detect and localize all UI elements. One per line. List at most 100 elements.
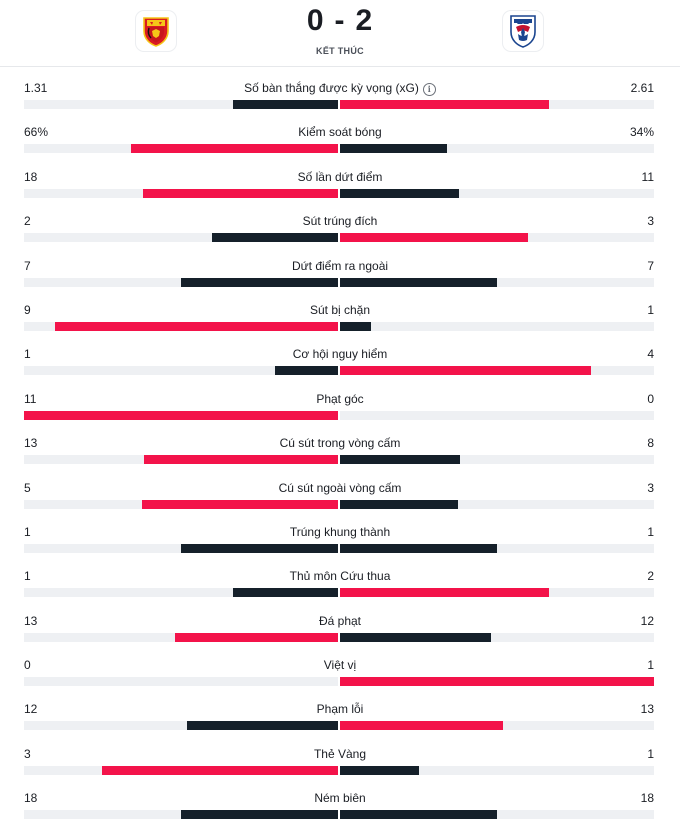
home-bar bbox=[212, 233, 338, 243]
stat-label-text: Sút bị chặn bbox=[309, 302, 371, 317]
stat-home-value: 1 bbox=[24, 569, 31, 584]
home-bar-track bbox=[24, 410, 338, 420]
stat-label: Cú sút trong vòng cấm bbox=[0, 436, 680, 450]
stat-away-value: 2 bbox=[647, 569, 654, 584]
stat-label-text: Thẻ Vàng bbox=[313, 746, 367, 761]
stat-label-text: Kiểm soát bóng bbox=[298, 125, 382, 140]
stat-home-value: 1 bbox=[24, 524, 31, 539]
away-bar-track bbox=[340, 765, 654, 775]
away-bar-track bbox=[340, 188, 654, 198]
home-bar-track bbox=[24, 455, 338, 465]
home-bar bbox=[275, 366, 338, 376]
home-bar bbox=[175, 632, 338, 642]
stat-away-value: 1 bbox=[647, 746, 654, 761]
home-bar-track bbox=[24, 188, 338, 198]
away-bar-track bbox=[340, 499, 654, 509]
stat-label: Cú sút ngoài vòng cấm bbox=[0, 481, 680, 495]
stat-row: 13 Cú sút trong vòng cấm 8 bbox=[0, 433, 680, 477]
stat-row: 5 Cú sút ngoài vòng cấm 3 bbox=[0, 478, 680, 522]
stat-row: 18 Ném biên 18 bbox=[0, 788, 680, 832]
stat-away-value: 2.61 bbox=[630, 81, 654, 95]
away-bar bbox=[340, 499, 458, 509]
stat-label: Đá phạt bbox=[0, 614, 680, 628]
stat-label: Cơ hội nguy hiểm bbox=[0, 347, 680, 361]
stat-label: Dứt điểm ra ngoài bbox=[0, 259, 680, 273]
stat-home-value: 66% bbox=[24, 125, 49, 140]
away-bar bbox=[340, 632, 491, 642]
home-bar-track bbox=[24, 677, 338, 687]
stat-label-text: Số lần dứt điểm bbox=[297, 169, 383, 184]
away-bar bbox=[340, 366, 591, 376]
stat-label-text: Thủ môn Cứu thua bbox=[289, 569, 391, 584]
home-bar-track bbox=[24, 499, 338, 509]
stat-row: 1 Cơ hội nguy hiểm 4 bbox=[0, 344, 680, 388]
stat-label-text: Số bàn thắng được kỳ vọng (xG) bbox=[244, 81, 419, 95]
stat-away-value: 3 bbox=[647, 480, 654, 495]
stat-label-text: Sút trúng đích bbox=[302, 214, 378, 229]
home-bar-track bbox=[24, 321, 338, 331]
away-bar bbox=[340, 588, 549, 598]
stat-away-value: 7 bbox=[647, 258, 654, 273]
away-bar bbox=[340, 721, 503, 731]
stat-home-value: 1.31 bbox=[24, 81, 48, 95]
away-bar bbox=[340, 765, 419, 775]
home-bar bbox=[233, 100, 338, 109]
stat-home-value: 13 bbox=[24, 613, 38, 628]
stat-home-value: 3 bbox=[24, 746, 31, 761]
home-bar-track bbox=[24, 100, 338, 109]
away-bar-track bbox=[340, 721, 654, 731]
stat-row: 7 Dứt điểm ra ngoài 7 bbox=[0, 256, 680, 300]
away-bar-track bbox=[340, 455, 654, 465]
home-bar-track bbox=[24, 810, 338, 820]
stat-away-value: 18 bbox=[640, 791, 654, 806]
home-bar-track bbox=[24, 144, 338, 154]
home-bar bbox=[233, 588, 338, 598]
stat-away-value: 3 bbox=[647, 214, 654, 229]
crystal-palace-crest-icon bbox=[510, 15, 536, 48]
stat-home-value: 11 bbox=[24, 391, 37, 406]
stat-label: Phạm lỗi bbox=[0, 702, 680, 716]
away-bar-track bbox=[340, 543, 654, 553]
stat-away-value: 11 bbox=[641, 169, 654, 184]
stat-label-text: Phạm lỗi bbox=[316, 702, 364, 717]
away-bar bbox=[340, 321, 371, 331]
away-bar bbox=[340, 144, 447, 154]
stat-row: 18 Số lần dứt điểm 11 bbox=[0, 167, 680, 211]
stat-home-value: 5 bbox=[24, 480, 31, 495]
away-team-logo[interactable] bbox=[503, 11, 543, 51]
stat-label: Thẻ Vàng bbox=[0, 747, 680, 761]
stat-home-value: 2 bbox=[24, 214, 31, 229]
away-bar-track bbox=[340, 100, 654, 109]
away-bar bbox=[340, 188, 459, 198]
away-bar-track bbox=[340, 144, 654, 154]
home-team-logo[interactable] bbox=[136, 11, 176, 51]
stat-label: Kiểm soát bóng bbox=[0, 125, 680, 139]
away-bar bbox=[340, 233, 528, 243]
home-bar bbox=[187, 721, 338, 731]
away-bar bbox=[340, 677, 654, 687]
stat-row: 12 Phạm lỗi 13 bbox=[0, 699, 680, 743]
home-score: 0 bbox=[306, 4, 325, 37]
home-bar bbox=[131, 144, 338, 154]
away-bar bbox=[340, 455, 460, 465]
stat-away-value: 1 bbox=[647, 302, 654, 317]
away-bar-track bbox=[340, 233, 654, 243]
stat-label-text: Việt vị bbox=[323, 658, 357, 673]
away-bar-track bbox=[340, 810, 654, 820]
away-bar bbox=[340, 543, 497, 553]
home-bar-track bbox=[24, 765, 338, 775]
match-status: KẾT THÚC bbox=[316, 46, 364, 56]
stat-away-value: 0 bbox=[647, 391, 654, 406]
away-bar-track bbox=[340, 410, 654, 420]
scoreboard: 0-2 bbox=[0, 4, 680, 38]
away-bar bbox=[340, 100, 549, 109]
info-icon[interactable]: i bbox=[422, 83, 436, 96]
stat-away-value: 1 bbox=[647, 524, 654, 539]
stat-away-value: 34% bbox=[629, 125, 654, 140]
stat-row: 0 Việt vị 1 bbox=[0, 655, 680, 699]
away-bar-track bbox=[340, 588, 654, 598]
stat-row: 66% Kiểm soát bóng 34% bbox=[0, 122, 680, 166]
home-bar bbox=[142, 499, 338, 509]
score-separator: - bbox=[334, 4, 346, 37]
stat-away-value: 1 bbox=[647, 658, 654, 673]
